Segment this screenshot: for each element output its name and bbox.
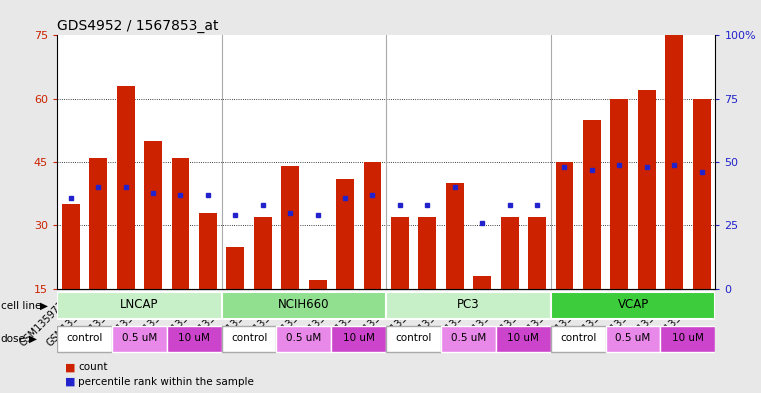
Bar [391, 217, 409, 289]
Bar [606, 326, 661, 352]
Bar [62, 204, 80, 289]
Text: count: count [78, 362, 108, 373]
Bar [282, 166, 299, 289]
Bar [661, 326, 715, 352]
Bar [386, 292, 551, 319]
Text: dose: dose [1, 334, 26, 344]
Bar [89, 158, 107, 289]
Bar [171, 158, 189, 289]
Bar [116, 86, 135, 289]
Bar [583, 120, 601, 289]
Bar [665, 35, 683, 289]
Bar [57, 292, 221, 319]
Text: 10 uM: 10 uM [343, 333, 374, 343]
Bar [112, 326, 167, 352]
Bar [501, 217, 518, 289]
Bar [144, 141, 162, 289]
Text: cell line: cell line [1, 301, 41, 311]
Text: 10 uM: 10 uM [672, 333, 704, 343]
Bar [199, 213, 217, 289]
Text: control: control [231, 333, 267, 343]
Text: VCAP: VCAP [617, 298, 648, 312]
Text: NCIH660: NCIH660 [279, 298, 330, 312]
Bar [276, 326, 331, 352]
Text: control: control [560, 333, 597, 343]
Bar [693, 99, 711, 289]
Text: control: control [396, 333, 431, 343]
Text: 10 uM: 10 uM [178, 333, 210, 343]
Bar [610, 99, 629, 289]
Text: control: control [66, 333, 103, 343]
Bar [638, 90, 656, 289]
Bar [419, 217, 436, 289]
Text: ▶: ▶ [40, 301, 48, 311]
Text: percentile rank within the sample: percentile rank within the sample [78, 377, 254, 387]
Bar [221, 292, 386, 319]
Bar [309, 280, 326, 289]
Bar [254, 217, 272, 289]
Text: 10 uM: 10 uM [508, 333, 540, 343]
Bar [57, 326, 112, 352]
Text: PC3: PC3 [457, 298, 479, 312]
Text: LNCAP: LNCAP [120, 298, 158, 312]
Bar [551, 326, 606, 352]
Bar [496, 326, 551, 352]
Bar [364, 162, 381, 289]
Text: 0.5 uM: 0.5 uM [451, 333, 486, 343]
Bar [528, 217, 546, 289]
Bar [556, 162, 573, 289]
Bar [551, 292, 715, 319]
Text: 0.5 uM: 0.5 uM [122, 333, 157, 343]
Bar [221, 326, 276, 352]
Text: ▶: ▶ [29, 334, 37, 344]
Bar [386, 326, 441, 352]
Text: 0.5 uM: 0.5 uM [286, 333, 322, 343]
Text: 0.5 uM: 0.5 uM [616, 333, 651, 343]
Bar [441, 326, 496, 352]
Bar [336, 179, 354, 289]
Text: GDS4952 / 1567853_at: GDS4952 / 1567853_at [57, 19, 218, 33]
Bar [227, 247, 244, 289]
Text: ■: ■ [65, 377, 75, 387]
Bar [446, 183, 463, 289]
Text: ■: ■ [65, 362, 75, 373]
Bar [167, 326, 221, 352]
Bar [473, 276, 491, 289]
Bar [331, 326, 386, 352]
